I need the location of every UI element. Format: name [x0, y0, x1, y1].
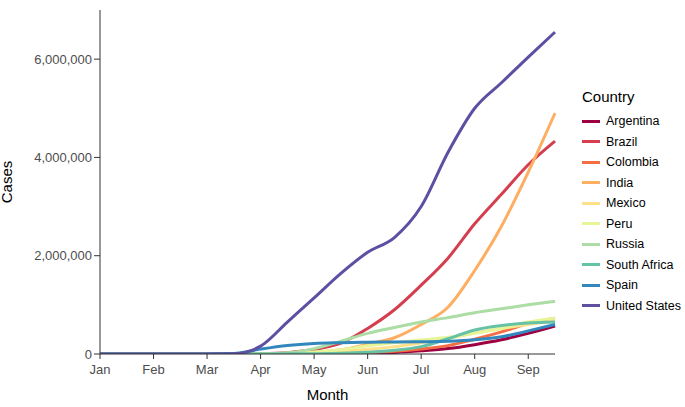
- html-text:India: India: [606, 175, 634, 190]
- html-text:Country: Country: [582, 88, 635, 105]
- svg-text:Feb: Feb: [142, 362, 164, 377]
- svg-text:Jan: Jan: [90, 362, 111, 377]
- svg-text:4,000,000: 4,000,000: [34, 150, 92, 165]
- svg-text:0: 0: [85, 347, 92, 362]
- html-text:South Africa: South Africa: [606, 257, 674, 272]
- svg-text:Mar: Mar: [196, 362, 219, 377]
- html-text:Argentina: Argentina: [606, 114, 660, 129]
- svg-text:Sep: Sep: [517, 362, 540, 377]
- html-text:Spain: Spain: [606, 278, 638, 293]
- svg-text:Jul: Jul: [413, 362, 430, 377]
- svg-text:6,000,000: 6,000,000: [34, 52, 92, 67]
- svg-text:May: May: [302, 362, 327, 377]
- svg-text:Apr: Apr: [250, 362, 271, 377]
- html-text:United States: United States: [606, 298, 681, 313]
- svg-text:Aug: Aug: [463, 362, 486, 377]
- html-text:Russia: Russia: [606, 237, 645, 252]
- svg-text:Jun: Jun: [357, 362, 378, 377]
- svg-text:Cases: Cases: [8, 161, 15, 204]
- html-text:Brazil: Brazil: [606, 134, 638, 149]
- html-text:Peru: Peru: [606, 216, 633, 231]
- html-text:Colombia: Colombia: [606, 155, 659, 170]
- svg-text:Month: Month: [307, 386, 349, 403]
- svg-text:2,000,000: 2,000,000: [34, 248, 92, 263]
- html-text:Mexico: Mexico: [606, 196, 646, 211]
